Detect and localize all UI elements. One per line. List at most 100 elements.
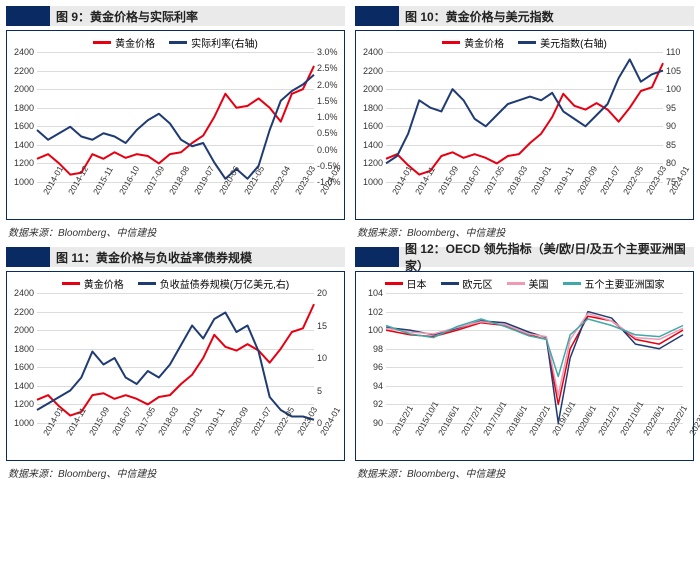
y-left-tick: 98 <box>373 344 386 354</box>
panel-title-bar: 图 9：黄金价格与实际利率 <box>6 6 345 26</box>
legend-item: 黄金价格 <box>442 35 504 50</box>
y-left-tick: 94 <box>373 381 386 391</box>
legend-swatch <box>138 282 156 285</box>
y-right-tick: 10 <box>314 353 327 363</box>
title-accent <box>6 247 50 267</box>
y-left-tick: 96 <box>373 362 386 372</box>
chart-box: 日本 欧元区 美国 五个主要亚洲国家 90 92 94 96 98 100 102 104 2015/2… <box>355 271 694 461</box>
legend-swatch <box>563 282 581 285</box>
x-axis: 2015/2/12015/10/12016/6/12017/2/12017/10… <box>386 423 683 457</box>
series-svg <box>37 52 314 182</box>
y-left-tick: 2200 <box>14 307 37 317</box>
y-right-tick: 1.5% <box>314 96 338 106</box>
plot-area: 10001200140016001800200022002400-1.0%-0.… <box>37 52 314 182</box>
y-left-tick: 1600 <box>363 121 386 131</box>
legend-swatch <box>385 282 403 285</box>
legend-swatch <box>169 41 187 44</box>
y-right-tick: 20 <box>314 288 327 298</box>
y-right-tick: 1.0% <box>314 112 338 122</box>
y-left-tick: 2400 <box>363 47 386 57</box>
chart-box: 黄金价格 负收益债券规模(万亿美元,右) 100012001400160018002… <box>6 271 345 461</box>
y-left-tick: 90 <box>373 418 386 428</box>
y-left-tick: 1200 <box>14 399 37 409</box>
legend-label: 美元指数(右轴) <box>540 35 607 50</box>
legend-item: 黄金价格 <box>93 35 155 50</box>
y-left-tick: 1400 <box>363 140 386 150</box>
y-left-tick: 2000 <box>14 325 37 335</box>
legend-item: 实际利率(右轴) <box>169 35 258 50</box>
legend: 黄金价格 实际利率(右轴) <box>7 31 344 52</box>
legend-label: 黄金价格 <box>464 35 504 50</box>
legend-label: 黄金价格 <box>84 276 124 291</box>
y-left-tick: 2400 <box>14 288 37 298</box>
panel-title: 图 10：黄金价格与美元指数 <box>399 6 694 26</box>
y-left-tick: 1000 <box>14 177 37 187</box>
y-right-tick: 15 <box>314 321 327 331</box>
y-right-tick: 0.5% <box>314 128 338 138</box>
series-line <box>386 63 663 174</box>
legend-item: 负收益债券规模(万亿美元,右) <box>138 276 289 291</box>
legend-swatch <box>441 282 459 285</box>
chart-panel: 图 10：黄金价格与美元指数黄金价格 美元指数(右轴) 1000 1200 1400 16… <box>355 6 694 239</box>
y-right-tick: 105 <box>663 66 681 76</box>
series-line <box>386 313 683 395</box>
series-line <box>386 316 683 404</box>
y-right-tick: 3.0% <box>314 47 338 57</box>
y-left-tick: 1200 <box>14 158 37 168</box>
y-left-tick: 2200 <box>363 66 386 76</box>
legend-item: 五个主要亚洲国家 <box>563 276 665 291</box>
title-accent <box>6 6 50 26</box>
legend-swatch <box>62 282 80 285</box>
y-left-tick: 1800 <box>363 103 386 113</box>
y-left-tick: 2400 <box>14 47 37 57</box>
legend-swatch <box>442 41 460 44</box>
y-left-tick: 2000 <box>363 84 386 94</box>
y-left-tick: 1600 <box>14 362 37 372</box>
y-right-tick: 110 <box>663 47 680 57</box>
legend-label: 美国 <box>529 276 549 291</box>
y-right-tick: 100 <box>663 84 681 94</box>
title-accent <box>355 6 399 26</box>
chart-panel: 图 12：OECD 领先指标（美/欧/日/及五个主要亚洲国家） 日本 欧元区 美国 五个… <box>355 247 694 480</box>
y-left-tick: 1800 <box>14 344 37 354</box>
y-right-tick: 0.0% <box>314 145 338 155</box>
source-text: 数据来源：Bloomberg、中信建投 <box>355 465 694 480</box>
chart-box: 黄金价格 美元指数(右轴) 1000 1200 1400 1600 1800 2000 2200… <box>355 30 694 220</box>
legend-label: 实际利率(右轴) <box>191 35 258 50</box>
legend-item: 黄金价格 <box>62 276 124 291</box>
y-left-tick: 1800 <box>14 103 37 113</box>
title-accent <box>355 247 399 267</box>
legend-swatch <box>518 41 536 44</box>
legend: 黄金价格 美元指数(右轴) <box>356 31 693 52</box>
legend-swatch <box>507 282 525 285</box>
x-axis: 2014-012014-112015-092016-072017-052018-… <box>37 423 314 457</box>
panel-title: 图 11：黄金价格与负收益率债券规模 <box>50 247 345 267</box>
y-left-tick: 100 <box>368 325 386 335</box>
y-left-tick: 102 <box>368 307 386 317</box>
plot-area: 1000120014001600180020002200240005101520 <box>37 293 314 423</box>
x-axis: 2014-012014-122015-112016-102017-092018-… <box>37 182 314 216</box>
series-svg <box>37 293 314 423</box>
panel-title-bar: 图 12：OECD 领先指标（美/欧/日/及五个主要亚洲国家） <box>355 247 694 267</box>
legend-item: 日本 <box>385 276 427 291</box>
legend-label: 五个主要亚洲国家 <box>585 276 665 291</box>
y-right-tick: 2.0% <box>314 80 338 90</box>
legend-item: 美元指数(右轴) <box>518 35 607 50</box>
legend-item: 欧元区 <box>441 276 493 291</box>
legend-label: 黄金价格 <box>115 35 155 50</box>
y-left-tick: 92 <box>373 399 386 409</box>
panel-title-bar: 图 11：黄金价格与负收益率债券规模 <box>6 247 345 267</box>
y-left-tick: 104 <box>368 288 386 298</box>
chart-panel: 图 11：黄金价格与负收益率债券规模黄金价格 负收益债券规模(万亿美元,右) 100… <box>6 247 345 480</box>
y-left-tick: 1000 <box>363 177 386 187</box>
legend-label: 负收益债券规模(万亿美元,右) <box>160 276 289 291</box>
series-line <box>386 319 683 377</box>
legend-label: 欧元区 <box>463 276 493 291</box>
y-right-tick: 90 <box>663 121 676 131</box>
y-left-tick: 1200 <box>363 158 386 168</box>
panel-title-bar: 图 10：黄金价格与美元指数 <box>355 6 694 26</box>
legend: 日本 欧元区 美国 五个主要亚洲国家 <box>356 272 693 293</box>
y-right-tick: 85 <box>663 140 676 150</box>
y-right-tick: 2.5% <box>314 63 338 73</box>
y-left-tick: 2200 <box>14 66 37 76</box>
